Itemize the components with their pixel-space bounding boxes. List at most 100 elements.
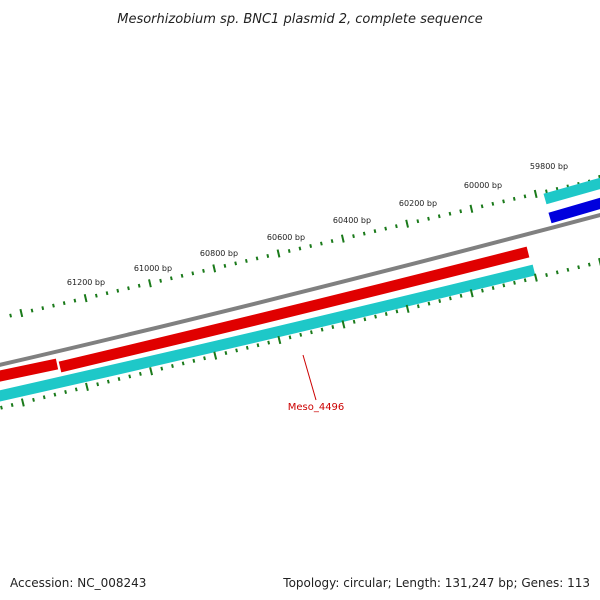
inner-minor-tick [502, 283, 506, 288]
scale-tick-label: 61000 bp [134, 264, 172, 273]
outer-minor-tick [52, 303, 55, 308]
inner-minor-tick [42, 395, 46, 400]
outer-major-tick [340, 234, 345, 243]
inner-major-tick [85, 382, 89, 391]
topology-summary: Topology: circular; Length: 131,247 bp; … [283, 576, 590, 590]
inner-minor-tick [139, 371, 142, 376]
outer-minor-tick [459, 209, 463, 214]
outer-minor-tick [116, 288, 120, 293]
inner-major-tick [277, 335, 282, 345]
inner-major-tick [598, 257, 600, 267]
outer-minor-tick [362, 231, 366, 236]
reverse-strand-genes [0, 177, 600, 402]
inner-minor-tick [160, 366, 164, 371]
inner-major-tick [341, 320, 346, 329]
outer-minor-tick [448, 211, 452, 216]
inner-minor-tick [181, 361, 185, 366]
outer-minor-tick [244, 258, 248, 263]
outer-minor-tick [437, 214, 441, 219]
inner-major-tick [213, 351, 218, 360]
outer-minor-tick [191, 271, 195, 276]
inner-minor-tick [171, 364, 174, 369]
gene-label-leader [302, 354, 317, 401]
inner-minor-tick [117, 377, 121, 382]
inner-minor-tick [555, 270, 559, 275]
scale-tick-label: 60000 bp [464, 181, 502, 190]
outer-minor-tick [234, 261, 238, 266]
inner-minor-tick [577, 265, 581, 270]
outer-minor-tick [491, 201, 495, 206]
inner-minor-tick [352, 319, 356, 324]
scale-tick-label: 60200 bp [399, 199, 437, 208]
scale-tick-labels: 59800 bp 60000 bp 60200 bp 60400 bp 60600 bp… [67, 162, 568, 287]
inner-minor-tick [192, 358, 196, 363]
scale-tick-label: 59800 bp [530, 162, 568, 171]
outer-minor-tick [105, 291, 109, 296]
outer-minor-tick [523, 194, 527, 199]
outer-minor-tick [309, 244, 313, 249]
gene-feature-reverse-right[interactable] [543, 177, 600, 205]
outer-major-tick [276, 249, 281, 258]
outer-minor-tick [202, 268, 205, 273]
inner-minor-tick [235, 348, 239, 353]
inner-minor-tick [96, 382, 100, 387]
inner-minor-tick [288, 335, 292, 340]
gene-feature-blue[interactable] [548, 197, 600, 224]
inner-minor-tick [267, 340, 271, 345]
inner-minor-tick [331, 325, 335, 330]
outer-minor-tick [266, 253, 270, 258]
inner-minor-tick [384, 312, 388, 317]
outer-minor-tick [255, 256, 259, 261]
inner-minor-tick [0, 405, 3, 410]
map-title: Mesorhizobium sp. BNC1 plasmid 2, comple… [117, 12, 483, 27]
outer-minor-tick [352, 234, 355, 239]
gene-label-meso-4496[interactable]: Meso_4496 [288, 402, 345, 413]
scale-tick-label: 60600 bp [267, 233, 305, 242]
sequence-backbone [0, 213, 600, 367]
inner-minor-tick [448, 296, 452, 301]
outer-minor-tick [512, 196, 516, 201]
forward-strand-genes [0, 246, 530, 382]
outer-minor-tick [94, 293, 98, 298]
inner-minor-tick [438, 299, 442, 303]
outer-minor-tick [319, 241, 323, 246]
inner-minor-tick [459, 293, 463, 298]
inner-minor-tick [32, 397, 35, 402]
inner-major-tick [405, 304, 410, 313]
outer-minor-tick [330, 239, 334, 244]
inner-minor-tick [64, 390, 67, 395]
outer-minor-tick [180, 273, 184, 278]
outer-minor-tick [384, 226, 388, 231]
gene-feature-reverse-long[interactable] [0, 264, 536, 402]
outer-minor-tick [41, 306, 45, 311]
scale-tick-label: 61200 bp [67, 278, 105, 287]
outer-minor-tick [73, 298, 77, 303]
outer-scale-ticks [9, 174, 600, 318]
inner-minor-tick [523, 278, 527, 283]
gene-feature-forward-left[interactable] [0, 358, 59, 382]
inner-minor-tick [10, 403, 14, 408]
inner-minor-tick [363, 317, 367, 322]
inner-minor-tick [566, 267, 570, 272]
outer-minor-tick [373, 229, 377, 234]
outer-minor-tick [159, 278, 163, 283]
inner-minor-tick [128, 374, 132, 379]
inner-minor-tick [53, 392, 57, 397]
outer-minor-tick [545, 189, 548, 194]
gene-feature-forward-meso-4496[interactable] [58, 246, 530, 373]
outer-minor-tick [137, 283, 141, 288]
outer-major-tick [19, 308, 24, 318]
outer-major-tick [533, 189, 538, 199]
inner-minor-tick [545, 273, 548, 277]
outer-minor-tick [298, 246, 302, 251]
inner-major-tick [533, 273, 538, 282]
inner-major-tick [149, 367, 154, 376]
outer-minor-tick [480, 204, 484, 209]
inner-minor-tick [245, 345, 249, 350]
inner-major-tick [469, 289, 474, 298]
scale-tick-label: 60800 bp [200, 249, 238, 258]
outer-minor-tick [287, 249, 291, 253]
inner-minor-tick [513, 280, 516, 285]
outer-major-tick [598, 174, 600, 184]
outer-minor-tick [427, 216, 430, 221]
